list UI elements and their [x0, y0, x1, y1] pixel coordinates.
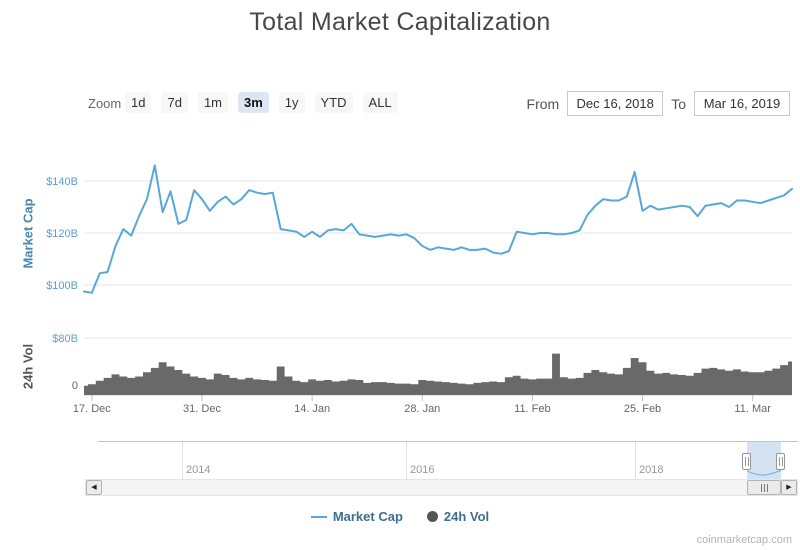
- navigator-gridline: [182, 442, 183, 480]
- scrollbar-thumb[interactable]: [747, 480, 781, 495]
- y-axis-label: $100B: [46, 280, 78, 292]
- range-button-1y[interactable]: 1y: [278, 92, 305, 113]
- y-axis-label: $80B: [52, 333, 78, 345]
- y-axis-label: 0: [72, 380, 78, 392]
- marketcap-line-series[interactable]: [83, 164, 793, 294]
- y-axis-label: $120B: [46, 228, 78, 240]
- x-axis-label: 28. Jan: [404, 403, 440, 415]
- range-button-ytd[interactable]: YTD: [314, 92, 353, 113]
- line-marker-icon: [310, 515, 327, 518]
- range-selector: 1d 7d 1m 3m 1y YTD ALL: [125, 92, 398, 113]
- navigator-year-label: 2018: [639, 464, 664, 476]
- watermark: coinmarketcap.com: [696, 534, 792, 546]
- range-button-1m[interactable]: 1m: [197, 92, 228, 113]
- from-label: From: [526, 95, 560, 112]
- scrollbar-left-arrow-icon[interactable]: ◀: [86, 480, 102, 495]
- chart-title: Total Market Capitalization: [249, 8, 551, 36]
- x-axis-label: 11. Mar: [734, 403, 771, 415]
- y-axis-label: $140B: [46, 176, 78, 188]
- legend: Market Cap 24h Vol: [0, 509, 800, 524]
- scrollbar[interactable]: ◀ ▶: [85, 479, 798, 496]
- range-button-all[interactable]: ALL: [362, 92, 398, 113]
- navigator-gridline: [406, 442, 407, 480]
- legend-label: 24h Vol: [443, 509, 490, 524]
- date-range: From To: [527, 91, 790, 116]
- x-axis-label: 31. Dec: [183, 403, 221, 415]
- x-axis-label: 14. Jan: [294, 403, 330, 415]
- from-date-input[interactable]: [567, 91, 664, 116]
- volume-series[interactable]: [84, 353, 792, 395]
- navigator-selected-range[interactable]: [747, 442, 781, 480]
- x-axis-label: 25. Feb: [624, 403, 661, 415]
- toolbar: Zoom 1d 7d 1m 3m 1y YTD ALL From To: [0, 91, 800, 117]
- navigator-left-handle[interactable]: [742, 453, 751, 470]
- to-date-input[interactable]: [694, 91, 790, 116]
- navigator-right-handle[interactable]: [776, 453, 785, 470]
- scrollbar-right-arrow-icon[interactable]: ▶: [781, 480, 797, 495]
- legend-label: Market Cap: [332, 509, 403, 524]
- price-volume-chart: $140B $120B $100B $80B 0 17. Dec 31. Dec 14. Ja…: [46, 164, 793, 415]
- legend-item-volume[interactable]: 24h Vol: [426, 509, 490, 524]
- navigator-gridline: [635, 442, 636, 480]
- range-button-1d[interactable]: 1d: [125, 92, 152, 113]
- legend-item-marketcap[interactable]: Market Cap: [310, 509, 403, 524]
- navigator-year-label: 2016: [410, 464, 435, 476]
- navigator-series-line: [747, 469, 781, 476]
- navigator[interactable]: 2014 2016 2018: [98, 441, 798, 480]
- zoom-label: Zoom: [88, 96, 122, 111]
- x-axis-label: 11. Feb: [514, 403, 551, 415]
- navigator-year-label: 2014: [186, 464, 211, 476]
- range-button-7d[interactable]: 7d: [161, 92, 188, 113]
- circle-marker-icon: [426, 511, 438, 522]
- x-axis-label: 17. Dec: [73, 403, 111, 415]
- to-label: To: [671, 95, 686, 112]
- range-button-3m[interactable]: 3m: [238, 92, 269, 113]
